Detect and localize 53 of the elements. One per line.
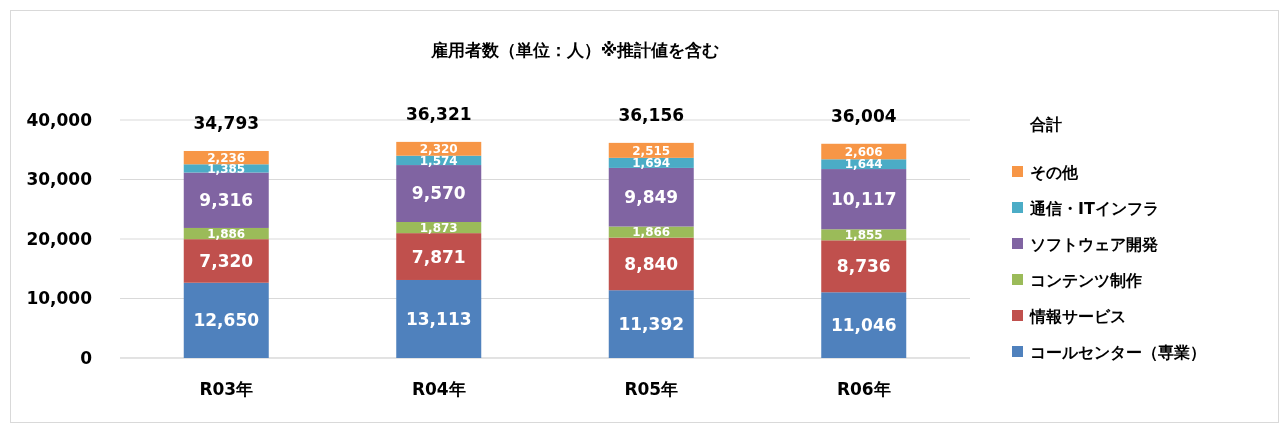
y-tick-label: 40,000 [26, 109, 93, 130]
data-label: 2,320 [419, 141, 458, 156]
x-tick-label: R06年 [836, 379, 891, 399]
legend-label: コールセンター（専業） [1030, 342, 1206, 362]
data-label: 8,840 [624, 253, 679, 274]
data-label: 1,866 [632, 225, 671, 240]
bar [183, 239, 269, 283]
data-label: 9,316 [199, 190, 254, 211]
data-label: 9,849 [624, 187, 679, 208]
data-label: 9,570 [411, 183, 466, 204]
legend-label: ソフトウェア開発 [1030, 234, 1158, 254]
data-label: 7,871 [411, 246, 466, 267]
data-label: 1,873 [419, 220, 458, 235]
data-label: 7,320 [199, 250, 254, 271]
data-label: 11,392 [618, 314, 685, 335]
legend-label: 情報サービス [1029, 306, 1126, 326]
y-tick-label: 20,000 [26, 228, 93, 249]
data-label: 10,117 [830, 189, 897, 210]
data-label: 11,046 [830, 315, 897, 336]
bar [608, 290, 694, 358]
y-tick-label: 10,000 [26, 288, 93, 309]
legend-label: その他 [1030, 162, 1079, 182]
bar [396, 165, 482, 222]
bar [608, 167, 694, 227]
y-tick-label: 30,000 [26, 169, 93, 190]
data-label: 1,644 [844, 157, 883, 172]
data-label: 2,515 [632, 143, 671, 158]
bar [396, 279, 482, 358]
x-tick-label: R05年 [624, 379, 679, 399]
legend-label: 通信・ITインフラ [1029, 198, 1159, 218]
total-label: 36,321 [405, 103, 472, 124]
data-label: 12,650 [193, 310, 260, 331]
legend-label: コンテンツ制作 [1030, 270, 1142, 290]
total-label: 36,156 [618, 104, 685, 125]
data-label: 1,855 [844, 227, 883, 242]
x-tick-label: R04年 [411, 379, 466, 399]
data-label: 13,113 [405, 308, 472, 329]
bar [821, 169, 907, 230]
bar [183, 282, 269, 358]
data-label: 1,886 [207, 226, 246, 241]
legend-title: 合計 [1029, 115, 1062, 134]
data-label: 8,736 [836, 256, 891, 277]
chart-title: 雇用者数（単位：人）※推計値を含む [429, 40, 720, 60]
bar [821, 292, 907, 358]
data-label: 2,606 [844, 144, 883, 159]
total-label: 36,004 [830, 105, 897, 126]
data-label: 1,574 [419, 153, 458, 168]
y-tick-label: 0 [80, 347, 93, 368]
total-label: 34,793 [193, 112, 260, 133]
x-tick-label: R03年 [199, 379, 254, 399]
data-label: 1,694 [632, 156, 671, 171]
bar [821, 240, 907, 293]
bar [396, 233, 482, 280]
